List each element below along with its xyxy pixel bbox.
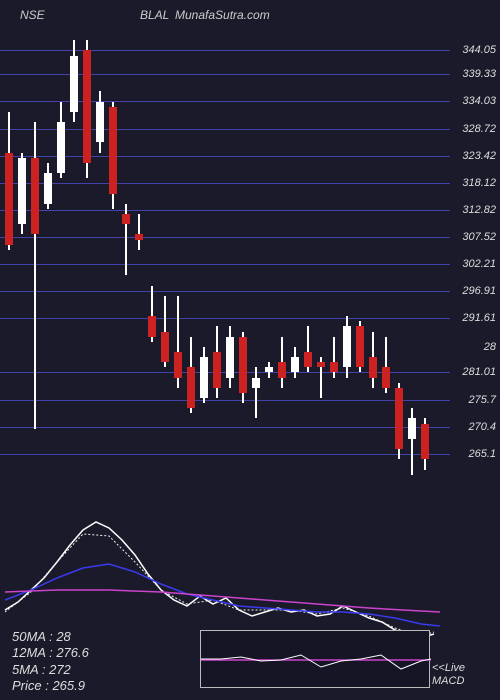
price-level-label: 334.03: [450, 95, 496, 107]
macd-inset-label: <<Live MACD: [432, 662, 465, 688]
macd-inset: [200, 630, 430, 688]
price-level-label: 307.52: [450, 231, 496, 243]
price-level-label: 344.05: [450, 44, 496, 56]
ticker-label: BLAL: [140, 8, 169, 22]
price-level-line: [0, 210, 450, 211]
price-level-line: [0, 183, 450, 184]
price-level-label: 296.91: [450, 285, 496, 297]
price-level-label: 323.42: [450, 150, 496, 162]
price-level-line: [0, 74, 450, 75]
info-line: 50MA : 28: [12, 629, 89, 645]
price-level-label: 302.21: [450, 258, 496, 270]
info-line: 12MA : 276.6: [12, 645, 89, 661]
price-level-label: 328.72: [450, 123, 496, 135]
inset-label-live: <<Live: [432, 662, 465, 675]
indicator-line-mid-ma: [5, 564, 440, 626]
price-level-label: 318.12: [450, 177, 496, 189]
price-level-line: [0, 318, 450, 319]
info-line: 5MA : 272: [12, 662, 89, 678]
price-chart-panel: 344.05 339.33 334.03 328.72 323.42 318.12 312.…: [0, 30, 500, 490]
exchange-label: NSE: [20, 8, 45, 22]
macd-signal-line: [201, 655, 431, 669]
indicator-panel: [0, 500, 500, 650]
macd-inset-lines: [201, 631, 431, 689]
price-level-line: [0, 454, 450, 455]
price-level-label: 312.82: [450, 204, 496, 216]
indicator-line-slow-ma: [5, 590, 440, 612]
info-line: Price : 265.9: [12, 678, 89, 694]
price-level-line: [0, 264, 450, 265]
price-level-label: 339.33: [450, 68, 496, 80]
price-level-line: [0, 101, 450, 102]
site-label: MunafaSutra.com: [175, 8, 270, 22]
price-level-label: 265.1: [450, 448, 496, 460]
price-level-line: [0, 129, 450, 130]
chart-root: NSE BLAL MunafaSutra.com 344.05 339.33 334…: [0, 0, 500, 700]
price-level-label: 270.4: [450, 421, 496, 433]
indicator-line-fast-ma-dotted: [5, 534, 434, 636]
price-level-line: [0, 156, 450, 157]
price-level-label-extra: 28: [450, 341, 496, 353]
price-level-line: [0, 427, 450, 428]
indicator-line-fast-ma: [5, 522, 434, 638]
price-level-label: 291.61: [450, 312, 496, 324]
price-level-label: 275.7: [450, 394, 496, 406]
indicator-lines: [0, 500, 500, 650]
price-level-line: [0, 237, 450, 238]
price-level-line: [0, 50, 450, 51]
price-level-label: 281.01: [450, 366, 496, 378]
info-box: 50MA : 2812MA : 276.65MA : 272Price : 26…: [12, 629, 89, 694]
inset-label-macd: MACD: [432, 675, 465, 688]
price-level-line: [0, 400, 450, 401]
price-level-line: [0, 291, 450, 292]
